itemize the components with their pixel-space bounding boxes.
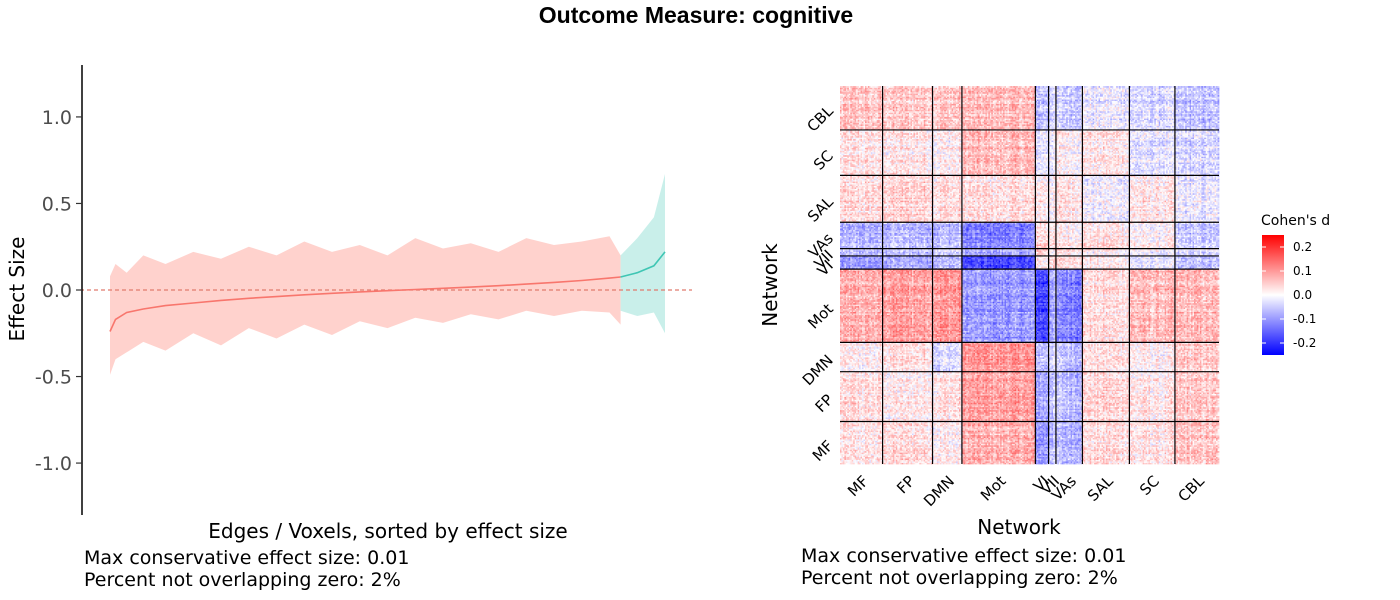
- heatmap-cells: [840, 86, 1219, 464]
